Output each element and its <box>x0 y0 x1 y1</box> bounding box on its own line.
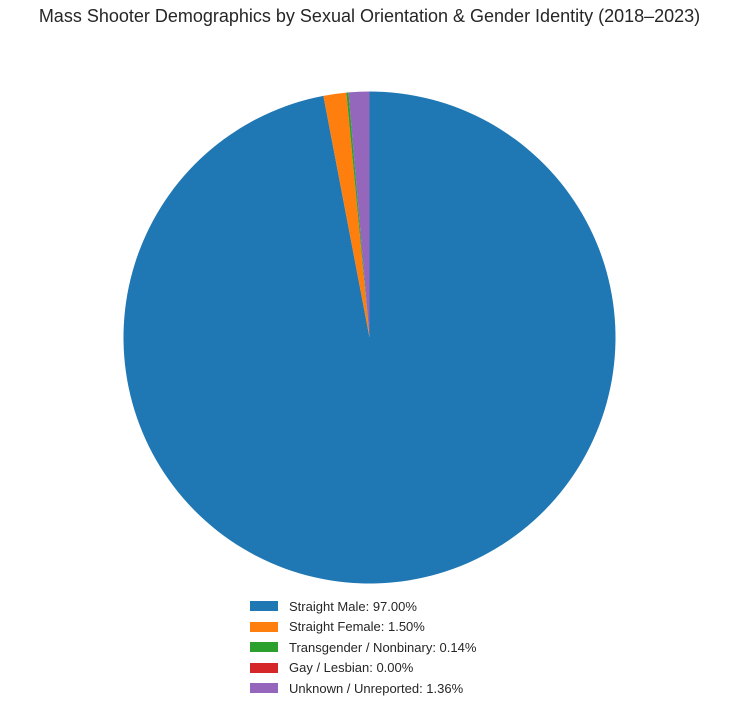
legend-item: Gay / Lesbian: 0.00% <box>250 658 476 679</box>
legend-swatch <box>250 601 278 612</box>
legend-item: Straight Male: 97.00% <box>250 596 476 617</box>
legend-label: Transgender / Nonbinary: 0.14% <box>289 639 477 655</box>
legend-label: Unknown / Unreported: 1.36% <box>289 680 464 696</box>
legend-label: Straight Male: 97.00% <box>289 598 417 614</box>
legend-item: Unknown / Unreported: 1.36% <box>250 678 476 699</box>
legend-item: Straight Female: 1.50% <box>250 617 476 638</box>
pie-slice-unknown-unreported <box>348 91 370 338</box>
pie-slice-transgender-nonbinary <box>346 92 370 338</box>
legend-label: Straight Female: 1.50% <box>289 619 425 635</box>
legend: Straight Male: 97.00% Straight Female: 1.… <box>250 596 476 699</box>
pie-slice-straight-female <box>323 92 370 338</box>
pie-slice-straight-male <box>123 91 616 584</box>
legend-swatch <box>250 683 278 694</box>
legend-swatch <box>250 662 278 673</box>
pie-slices <box>123 91 616 584</box>
chart-title: Mass Shooter Demographics by Sexual Orie… <box>38 6 701 26</box>
legend-swatch <box>250 642 278 653</box>
legend-swatch <box>250 621 278 632</box>
legend-item: Transgender / Nonbinary: 0.14% <box>250 637 476 658</box>
legend-label: Gay / Lesbian: 0.00% <box>289 660 414 676</box>
